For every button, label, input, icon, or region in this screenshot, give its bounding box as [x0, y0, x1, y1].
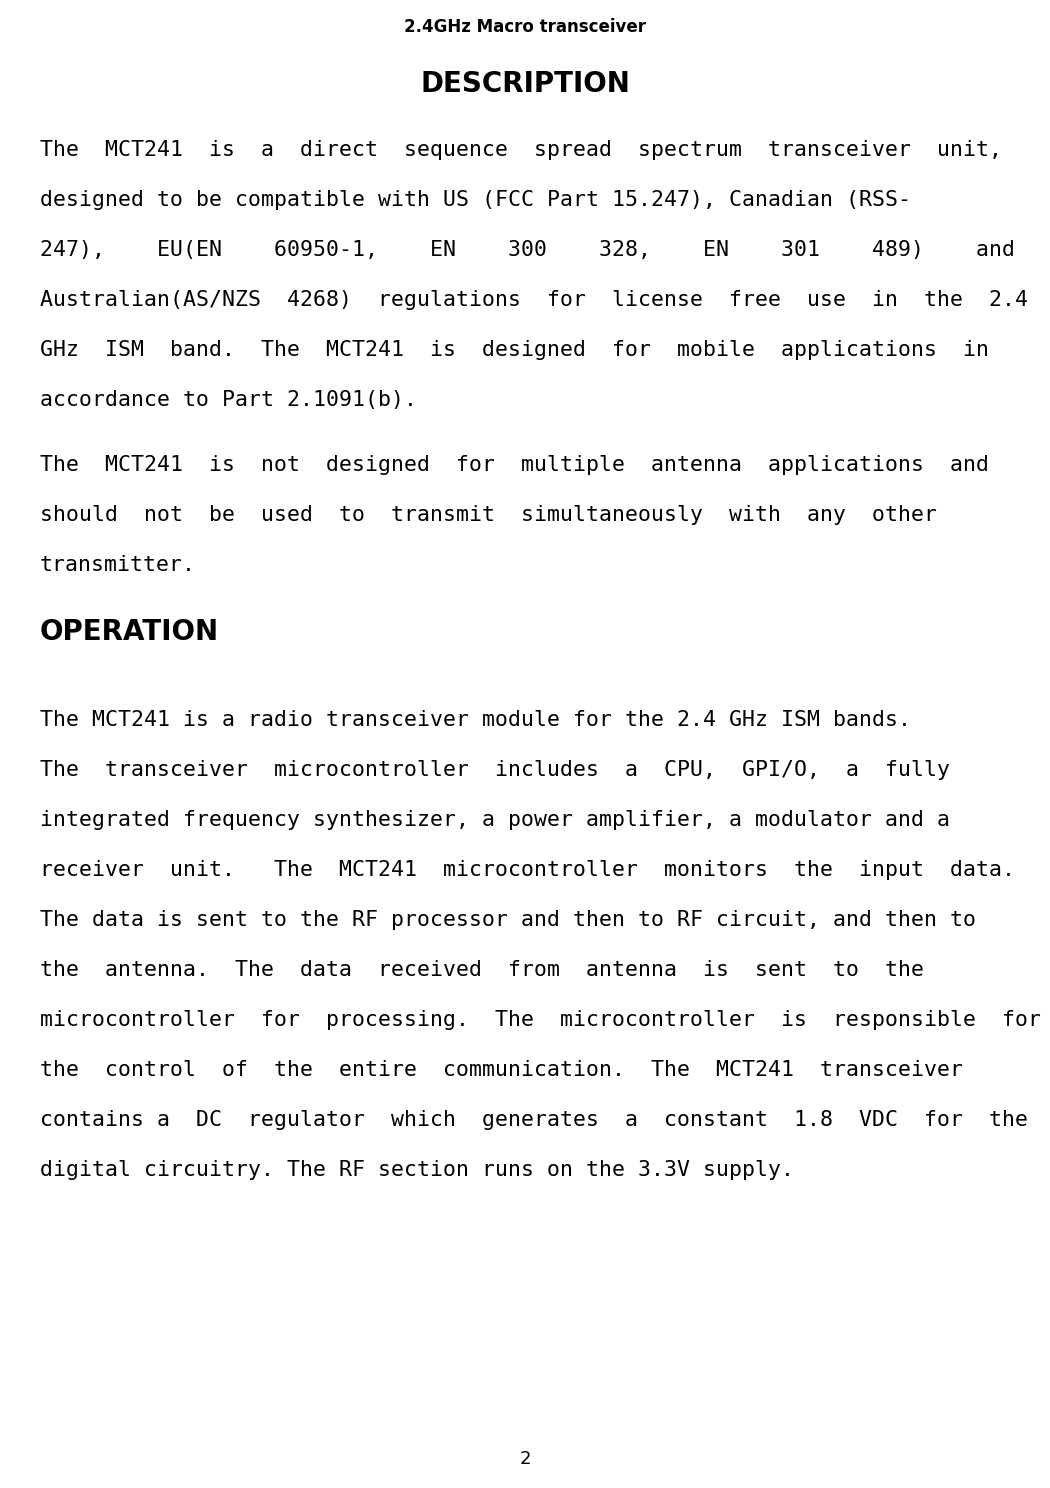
Text: GHz  ISM  band.  The  MCT241  is  designed  for  mobile  applications  in: GHz ISM band. The MCT241 is designed for… [40, 339, 989, 360]
Text: the  control  of  the  entire  communication.  The  MCT241  transceiver: the control of the entire communication.… [40, 1059, 963, 1080]
Text: The data is sent to the RF processor and then to RF circuit, and then to: The data is sent to the RF processor and… [40, 911, 976, 930]
Text: The MCT241 is a radio transceiver module for the 2.4 GHz ISM bands.: The MCT241 is a radio transceiver module… [40, 710, 911, 731]
Text: 2: 2 [520, 1449, 530, 1469]
Text: transmitter.: transmitter. [40, 555, 196, 574]
Text: designed to be compatible with US (FCC Part 15.247), Canadian (RSS-: designed to be compatible with US (FCC P… [40, 190, 911, 210]
Text: digital circuitry. The RF section runs on the 3.3V supply.: digital circuitry. The RF section runs o… [40, 1161, 794, 1180]
Text: the  antenna.  The  data  received  from  antenna  is  sent  to  the: the antenna. The data received from ante… [40, 960, 924, 981]
Text: integrated frequency synthesizer, a power amplifier, a modulator and a: integrated frequency synthesizer, a powe… [40, 809, 950, 830]
Text: accordance to Part 2.1091(b).: accordance to Part 2.1091(b). [40, 390, 417, 411]
Text: The  MCT241  is  not  designed  for  multiple  antenna  applications  and: The MCT241 is not designed for multiple … [40, 455, 989, 475]
Text: microcontroller  for  processing.  The  microcontroller  is  responsible  for: microcontroller for processing. The micr… [40, 1010, 1041, 1030]
Text: DESCRIPTION: DESCRIPTION [420, 70, 630, 98]
Text: should  not  be  used  to  transmit  simultaneously  with  any  other: should not be used to transmit simultane… [40, 504, 937, 525]
Text: 2.4GHz Macro transceiver: 2.4GHz Macro transceiver [404, 18, 646, 36]
Text: OPERATION: OPERATION [40, 618, 219, 646]
Text: The  MCT241  is  a  direct  sequence  spread  spectrum  transceiver  unit,: The MCT241 is a direct sequence spread s… [40, 140, 1002, 161]
Text: Australian(AS/NZS  4268)  regulations  for  license  free  use  in  the  2.4: Australian(AS/NZS 4268) regulations for … [40, 290, 1028, 310]
Text: receiver  unit.   The  MCT241  microcontroller  monitors  the  input  data.: receiver unit. The MCT241 microcontrolle… [40, 860, 1015, 879]
Text: 247),    EU(EN    60950-1,    EN    300    328,    EN    301    489)    and: 247), EU(EN 60950-1, EN 300 328, EN 301 … [40, 240, 1015, 260]
Text: The  transceiver  microcontroller  includes  a  CPU,  GPI/O,  a  fully: The transceiver microcontroller includes… [40, 760, 950, 780]
Text: contains a  DC  regulator  which  generates  a  constant  1.8  VDC  for  the: contains a DC regulator which generates … [40, 1110, 1028, 1129]
